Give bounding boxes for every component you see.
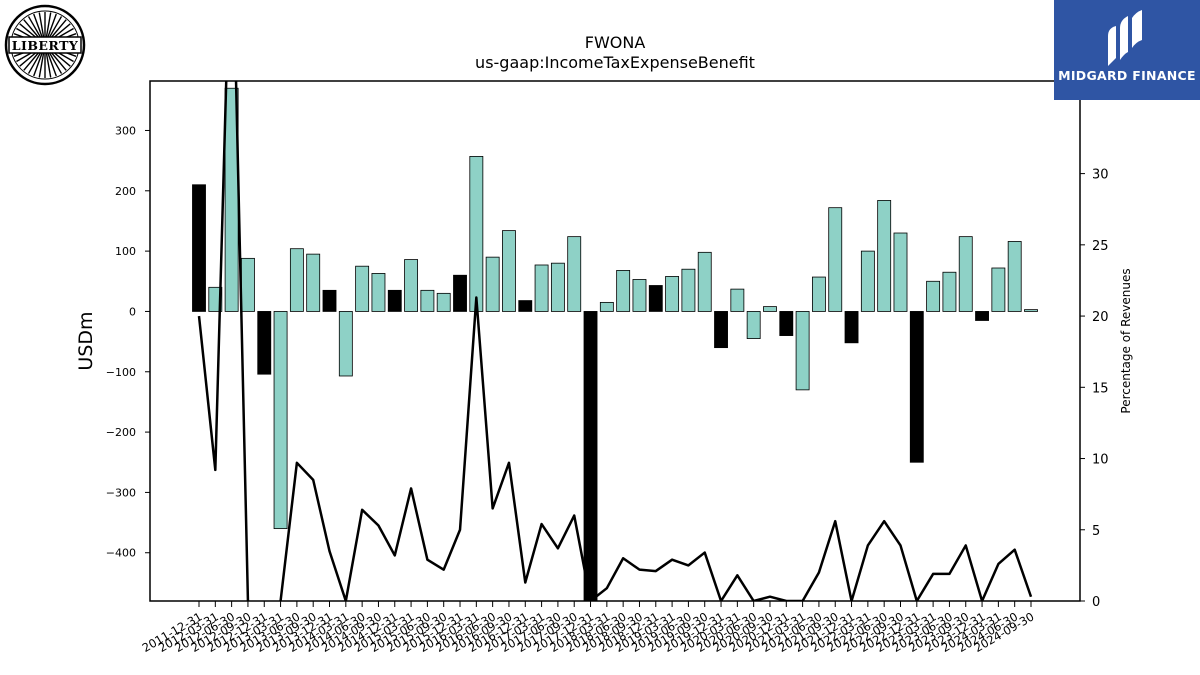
bar bbox=[665, 276, 680, 312]
bar-series bbox=[192, 87, 1038, 601]
bar bbox=[306, 253, 321, 312]
bar bbox=[502, 230, 516, 312]
y-tick-label: 300 bbox=[115, 124, 136, 137]
bar bbox=[860, 250, 875, 312]
bar bbox=[355, 265, 370, 312]
line-series bbox=[197, 81, 1033, 601]
bar bbox=[257, 311, 272, 375]
y2-tick-label: 25 bbox=[1092, 239, 1109, 254]
bar bbox=[648, 285, 663, 312]
bar bbox=[599, 301, 614, 312]
bar bbox=[289, 248, 304, 312]
bar bbox=[485, 256, 500, 312]
plot-area: −400−300−200−100010020030005101520253020… bbox=[106, 80, 1109, 655]
y2-tick-label: 5 bbox=[1092, 524, 1100, 539]
y2-tick-label: 20 bbox=[1092, 310, 1109, 325]
bar bbox=[534, 264, 549, 312]
svg-text:LIBERTY: LIBERTY bbox=[12, 38, 79, 53]
bar bbox=[779, 311, 794, 336]
percentage-line bbox=[279, 296, 1033, 601]
y2-tick-label: 30 bbox=[1092, 168, 1109, 183]
y2-tick-label: 10 bbox=[1092, 453, 1109, 468]
bar bbox=[1007, 241, 1022, 312]
y-tick-label: 0 bbox=[129, 305, 136, 318]
bar bbox=[697, 251, 712, 312]
bar bbox=[795, 311, 810, 391]
y-tick-label: 100 bbox=[115, 245, 136, 258]
bar bbox=[550, 262, 565, 312]
bar bbox=[763, 306, 777, 312]
bar bbox=[991, 267, 1006, 312]
bar bbox=[208, 286, 223, 312]
bar bbox=[828, 207, 843, 312]
y2-tick-label: 0 bbox=[1092, 595, 1100, 610]
bar bbox=[909, 311, 924, 463]
liberty-logo: LIBERTY bbox=[4, 4, 86, 86]
bar bbox=[453, 274, 467, 312]
chart-subtitle: us-gaap:IncomeTaxExpenseBenefit bbox=[475, 53, 755, 72]
y-tick-label: 200 bbox=[115, 185, 136, 198]
bar bbox=[518, 300, 533, 312]
chart-title: FWONA bbox=[585, 33, 646, 52]
bar bbox=[436, 292, 451, 312]
bar bbox=[681, 268, 696, 312]
bar bbox=[338, 311, 353, 377]
y-axis-label: USDm bbox=[75, 311, 97, 370]
bar bbox=[958, 236, 973, 312]
bar bbox=[811, 276, 826, 312]
bar bbox=[322, 289, 337, 312]
y-tick-label: −300 bbox=[106, 486, 136, 499]
bar bbox=[632, 279, 647, 312]
y2-tick-label: 15 bbox=[1092, 381, 1109, 396]
midgard-finance-logo: MIDGARD FINANCE bbox=[1054, 0, 1200, 100]
bar bbox=[404, 259, 419, 312]
y-tick-label: −200 bbox=[106, 426, 136, 439]
y-tick-label: −400 bbox=[106, 547, 136, 560]
midgard-mark-icon bbox=[1108, 10, 1142, 66]
bar bbox=[469, 156, 484, 312]
bar bbox=[746, 311, 761, 339]
bar bbox=[926, 280, 941, 312]
y-tick-label: −100 bbox=[106, 366, 136, 379]
bar bbox=[975, 311, 989, 321]
bar bbox=[420, 289, 435, 312]
plot-frame bbox=[149, 80, 1081, 602]
bar bbox=[616, 270, 631, 312]
bar bbox=[877, 200, 892, 312]
brand-name: MIDGARD FINANCE bbox=[1058, 68, 1196, 83]
bar bbox=[942, 271, 957, 312]
bar bbox=[583, 311, 598, 601]
bar bbox=[730, 288, 745, 312]
bar bbox=[371, 273, 386, 312]
y2-axis-label: Percentage of Revenues bbox=[1119, 268, 1133, 413]
bar bbox=[192, 184, 206, 312]
bar bbox=[844, 311, 859, 344]
bar bbox=[273, 311, 288, 530]
percentage-line bbox=[197, 81, 250, 601]
bar bbox=[714, 311, 728, 349]
bar bbox=[567, 236, 582, 312]
bar bbox=[241, 257, 255, 312]
bar bbox=[893, 232, 908, 312]
bar bbox=[1024, 309, 1038, 312]
bar bbox=[387, 289, 402, 312]
